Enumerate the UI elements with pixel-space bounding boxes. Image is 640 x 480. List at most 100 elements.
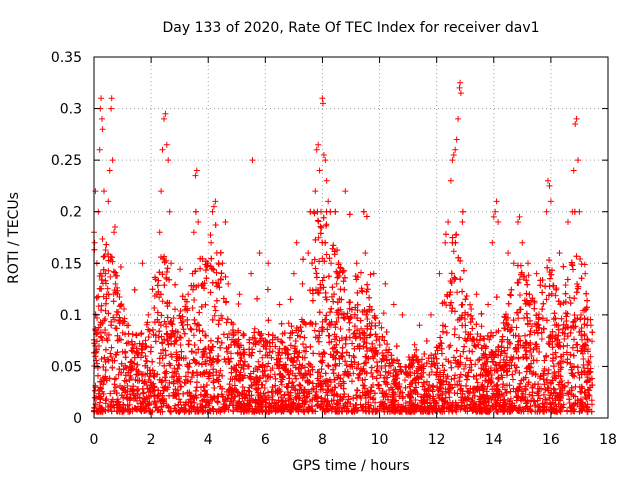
data-point <box>413 346 420 353</box>
data-point <box>460 267 467 274</box>
data-point <box>300 341 306 348</box>
data-point <box>584 297 591 304</box>
data-point <box>454 289 461 296</box>
data-point <box>486 336 493 343</box>
data-point <box>192 208 199 215</box>
data-point <box>177 342 184 348</box>
data-point <box>168 351 174 358</box>
data-point <box>466 348 473 354</box>
data-point <box>164 265 171 272</box>
data-point <box>301 334 308 341</box>
data-point <box>98 356 105 362</box>
data-point <box>142 353 149 360</box>
data-point <box>354 387 361 393</box>
data-point <box>154 282 161 289</box>
data-point <box>461 316 468 322</box>
data-point <box>535 381 542 388</box>
data-point <box>196 327 203 334</box>
data-point <box>456 334 463 341</box>
data-point <box>232 393 239 400</box>
data-point <box>103 396 110 402</box>
data-point <box>540 300 547 307</box>
data-point <box>500 381 507 388</box>
data-point <box>459 208 466 215</box>
data-point <box>528 323 535 330</box>
data-point <box>551 310 558 317</box>
data-point <box>515 279 522 286</box>
data-point <box>149 286 156 293</box>
data-point <box>523 290 530 297</box>
data-point <box>325 273 332 280</box>
data-point <box>562 282 569 288</box>
data-point <box>176 362 183 369</box>
data-point <box>190 332 197 339</box>
data-point <box>211 385 218 391</box>
data-point <box>196 309 203 316</box>
data-point <box>107 273 114 280</box>
data-point <box>111 381 118 388</box>
data-point <box>325 332 332 339</box>
data-point <box>269 384 276 391</box>
data-point <box>375 382 382 388</box>
data-point <box>517 380 524 387</box>
data-point <box>380 310 387 317</box>
data-point <box>494 381 501 388</box>
data-point <box>543 296 550 303</box>
data-point <box>570 352 577 359</box>
data-point <box>189 305 196 311</box>
data-point <box>367 271 374 278</box>
data-point <box>187 325 194 332</box>
data-point <box>325 363 332 370</box>
data-point <box>578 261 585 268</box>
data-point <box>93 294 100 301</box>
data-point <box>207 289 214 296</box>
data-point <box>525 272 532 279</box>
data-point <box>108 353 115 360</box>
data-point <box>509 371 516 378</box>
data-point <box>580 356 587 362</box>
data-point <box>212 307 219 314</box>
data-point <box>261 385 268 391</box>
data-point <box>300 256 307 263</box>
data-point <box>180 326 187 333</box>
data-point <box>376 342 383 348</box>
data-point <box>125 330 132 337</box>
data-point <box>320 214 327 221</box>
data-point <box>138 331 144 338</box>
data-point <box>501 396 508 403</box>
data-point <box>515 315 522 322</box>
data-point <box>279 339 286 346</box>
data-point <box>517 292 523 298</box>
data-point <box>451 331 458 338</box>
data-point <box>264 286 271 293</box>
data-point <box>443 231 449 238</box>
data-point <box>99 236 106 242</box>
data-point <box>469 325 476 332</box>
data-point <box>471 342 478 349</box>
data-point <box>287 342 294 349</box>
data-point <box>531 398 538 405</box>
data-point <box>92 384 99 391</box>
data-point <box>177 266 184 273</box>
data-point <box>349 378 355 385</box>
data-point <box>112 375 119 382</box>
data-point <box>551 386 558 393</box>
data-point <box>177 308 184 314</box>
data-point <box>149 358 156 365</box>
data-point <box>493 294 500 301</box>
data-point <box>307 343 314 350</box>
data-point <box>542 283 549 290</box>
data-point <box>573 341 580 348</box>
data-point <box>285 320 292 327</box>
data-point <box>560 263 567 270</box>
data-point <box>265 360 272 367</box>
data-point <box>369 340 376 347</box>
data-point <box>570 266 576 273</box>
data-point <box>451 326 458 332</box>
data-point <box>531 305 538 312</box>
data-point <box>411 341 418 348</box>
data-point <box>194 321 201 328</box>
data-point <box>288 323 295 330</box>
data-point <box>140 389 147 396</box>
data-point <box>255 358 262 365</box>
